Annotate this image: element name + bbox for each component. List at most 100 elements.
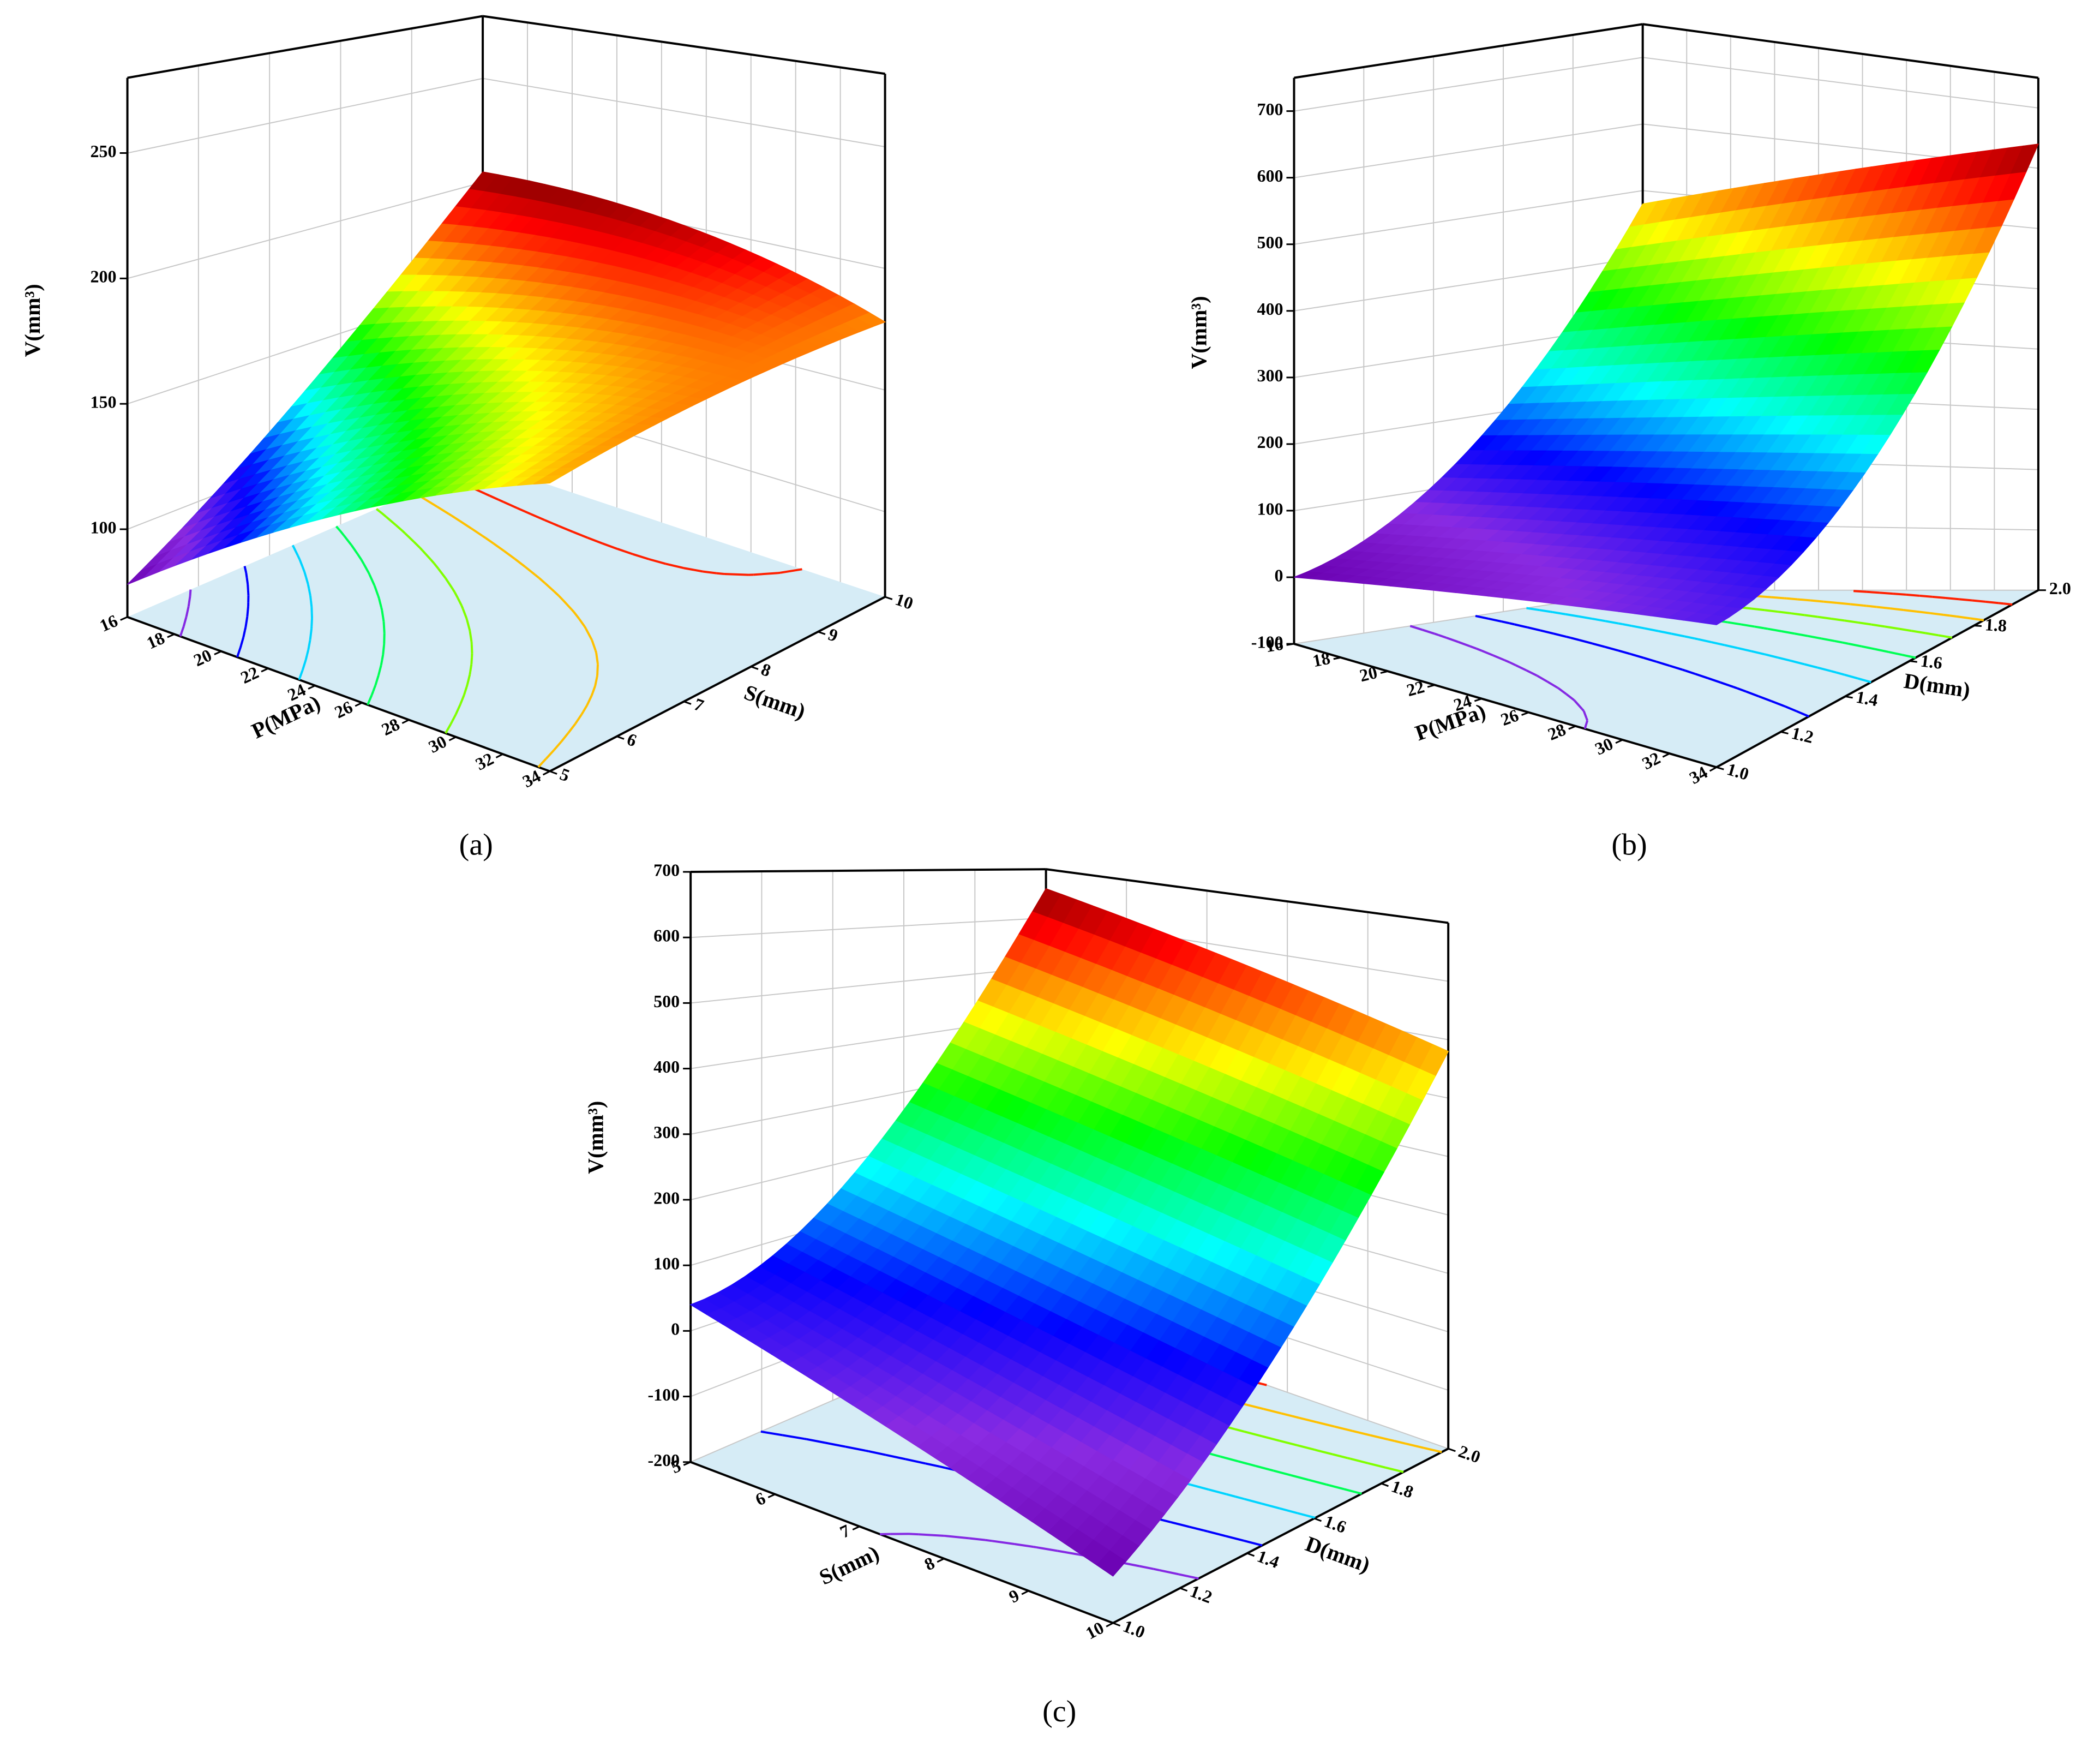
contour-line [925, 1462, 940, 1468]
contour-line [1592, 618, 1606, 623]
contour-line [188, 596, 191, 603]
contour-line [1949, 614, 1957, 618]
contour-line [373, 585, 380, 597]
contour-line [1866, 590, 1880, 594]
contour-line [567, 723, 577, 733]
floor [127, 463, 885, 771]
tick-mark [308, 685, 316, 690]
contour-line [1203, 1529, 1208, 1533]
contour-line [370, 691, 375, 696]
contour-line [1226, 1493, 1236, 1498]
grid-line [691, 966, 1046, 1004]
contour-line [1579, 639, 1593, 645]
contour-line [1245, 1403, 1264, 1410]
contour-line [683, 567, 703, 573]
contour-line [503, 550, 515, 560]
surface-patch [1699, 614, 1730, 625]
contour-line [1727, 621, 1742, 626]
contour-line [1888, 650, 1903, 656]
contour-line [1220, 1455, 1239, 1463]
contour-line [297, 555, 301, 560]
contour-line [578, 618, 586, 627]
x-tick-label: 22 [237, 662, 261, 687]
contour-line [1763, 627, 1768, 630]
contour-line [1850, 603, 1864, 607]
contour-line [1573, 699, 1576, 702]
tick-mark [214, 650, 222, 655]
contour-line [1332, 1453, 1348, 1459]
contour-line [905, 1458, 926, 1465]
contour-line [236, 647, 242, 658]
x-tick-label: 26 [332, 697, 356, 722]
contour-line [591, 639, 597, 651]
contour-line [1314, 1449, 1333, 1456]
contour-line [1263, 1408, 1282, 1415]
box-edge [1112, 1447, 1449, 1624]
z-tick-label: 200 [1257, 432, 1283, 452]
contour-line [1797, 598, 1811, 602]
contour-line [1754, 625, 1765, 630]
contour-line [373, 584, 376, 587]
z-tick-label: 600 [1257, 166, 1283, 186]
contour-line [1804, 614, 1818, 618]
contour-line [1316, 1421, 1335, 1428]
contour-line [182, 617, 188, 627]
tick-mark [1179, 1587, 1188, 1592]
contour-line [1889, 607, 1904, 611]
contour-line [1750, 650, 1765, 656]
contour-line [1898, 627, 1912, 632]
contour-line [2003, 602, 2013, 606]
contour-line [1255, 1464, 1274, 1472]
contour-line [1238, 1460, 1256, 1467]
contour-line [587, 536, 603, 545]
contour-line [1189, 1525, 1204, 1532]
contour-line [1349, 1457, 1369, 1464]
contour-line [545, 749, 555, 759]
contour-line [1876, 606, 1891, 610]
contour-line [969, 1537, 986, 1541]
contour-line [301, 660, 307, 671]
contour-line [1778, 611, 1790, 614]
contour-line [1919, 594, 1933, 598]
box-edge [549, 596, 886, 773]
contour-line [1810, 599, 1824, 603]
contour-line [1488, 617, 1502, 623]
tick-mark [401, 719, 410, 724]
z-axis-title: V(mm³) [1187, 296, 1211, 369]
contour-line [562, 599, 573, 611]
contour-line [493, 542, 505, 552]
contour-line [591, 685, 597, 693]
contour-line [482, 535, 487, 539]
contour-line [1906, 593, 1919, 597]
contour-line [779, 568, 802, 574]
contour-line [1656, 660, 1670, 667]
contour-line [596, 675, 599, 678]
contour-line [1385, 1466, 1404, 1473]
contour-line [594, 677, 598, 686]
tick-mark [120, 616, 128, 621]
box-edge [1715, 589, 2039, 769]
contour-line [824, 1441, 846, 1448]
contour-line [1501, 620, 1510, 625]
contour-line [1291, 1474, 1309, 1481]
contour-line [1509, 661, 1516, 666]
contour-line [1570, 637, 1580, 642]
contour-line [1370, 1434, 1389, 1441]
contour-line [460, 605, 464, 609]
tick-mark [549, 770, 557, 775]
z-tick-label: 200 [653, 1188, 680, 1207]
contour-line [1837, 602, 1851, 606]
contour-line [1781, 630, 1795, 635]
contour-line [298, 670, 304, 680]
contour-line [1844, 619, 1858, 624]
contour-line [1669, 665, 1683, 671]
contour-line [524, 566, 536, 576]
contour-line [1244, 1498, 1263, 1505]
contour-line [382, 645, 385, 655]
tick-mark [1909, 660, 1917, 663]
contour-line [1783, 705, 1786, 708]
contour-line [448, 513, 453, 517]
contour-line [1546, 680, 1558, 689]
tick-mark [1333, 656, 1341, 660]
